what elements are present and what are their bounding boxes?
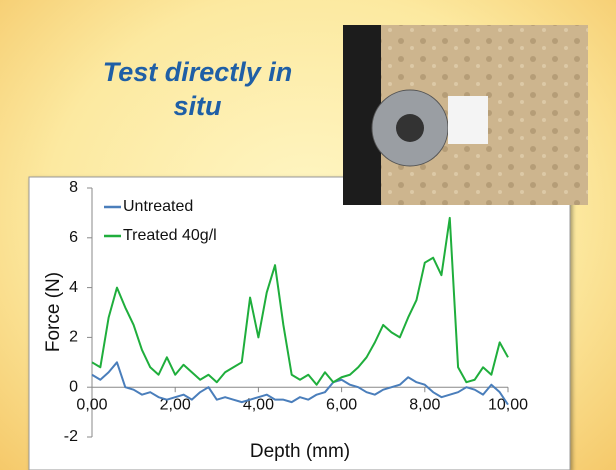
chart-frame [29, 177, 570, 470]
x-tick-label: 8,00 [409, 396, 440, 413]
y-tick-label: 2 [69, 329, 78, 346]
x-tick-label: 6,00 [326, 396, 357, 413]
x-tick-label: 4,00 [243, 396, 274, 413]
y-tick-label: -2 [64, 428, 78, 445]
legend-label: Untreated [123, 198, 193, 215]
y-tick-label: 8 [69, 179, 78, 196]
legend-label: Treated 40g/l [123, 227, 217, 244]
x-tick-label: 0,00 [76, 396, 107, 413]
y-tick-label: 4 [69, 279, 78, 296]
title: Test directly in situ [75, 55, 320, 123]
photo-hub [396, 114, 424, 142]
photo [343, 25, 588, 205]
y-tick-label: 6 [69, 229, 78, 246]
x-tick-label: 10,00 [488, 396, 528, 413]
y-axis-label: Force (N) [43, 272, 64, 352]
photo-tag [448, 96, 488, 144]
x-axis-label: Depth (mm) [250, 441, 350, 462]
slide: Force (N) Depth (mm) -2024680,002,004,00… [0, 0, 616, 470]
y-tick-label: 0 [69, 378, 78, 395]
